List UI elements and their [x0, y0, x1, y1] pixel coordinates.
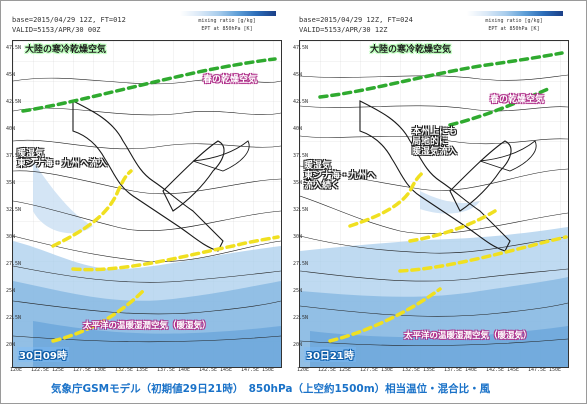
latitude-tick-label: 27.5N — [293, 261, 309, 267]
colorbar-gradient — [467, 11, 563, 16]
longitude-tick-label: 137.5E — [157, 367, 176, 373]
valid-time-text: VALID=5153/APR/30 00Z — [12, 26, 101, 34]
longitude-tick-label: 140E — [178, 367, 191, 373]
latitude-tick-label: 35N — [6, 180, 16, 186]
colorbar-title: mixing ratio [g/kg] — [198, 18, 256, 24]
label-warm-moist-inflow: 暖湿気 東シナ海・九州へ流入 — [17, 149, 108, 169]
longitude-tick-label: 130E — [381, 367, 394, 373]
longitude-tick-label: 142.5E — [486, 367, 505, 373]
latitude-tick-label: 25N — [6, 288, 16, 294]
latitude-tick-label: 32.5N — [6, 207, 22, 213]
weather-map: 大陸の寒冷乾燥空気 春の乾燥空気 暖湿気 東シナ海・九州へ流入 太平洋の温暖湿潤… — [12, 40, 282, 368]
label-honshu-local-inflow: 本州上にも 局地的に 暖湿気流入 — [412, 127, 458, 157]
colorbar: mixing ratio [g/kg] EPT at 850hPa [K] — [459, 9, 569, 35]
latitude-tick-label: 45N — [293, 72, 303, 78]
label-continental-cold-dry-air: 大陸の寒冷乾燥空気 — [25, 45, 107, 55]
base-time-text: base=2015/04/29 12Z, FT=012 — [12, 16, 126, 24]
label-spring-dry-air: 春の乾燥空気 — [203, 75, 258, 85]
label-warm-moist-inflow: 暖湿気 東シナ海・九州へ 流入続く — [304, 161, 377, 191]
figure-caption: 気象庁GSMモデル（初期値29日21時） 850hPa（上空約1500m）相当温… — [51, 383, 491, 395]
longitude-tick-label: 140E — [465, 367, 478, 373]
panel-header: base=2015/04/29 12Z, FT=012 VALID=5153/A… — [6, 7, 284, 39]
latitude-tick-label: 42.5N — [293, 99, 309, 105]
longitude-tick-label: 120E — [297, 367, 310, 373]
longitude-tick-label: 132.5E — [115, 367, 134, 373]
panel-header: base=2015/04/29 12Z, FT=024 VALID=5153/A… — [293, 7, 571, 39]
latitude-tick-label: 40N — [6, 126, 16, 132]
longitude-tick-label: 150E — [549, 367, 562, 373]
longitude-tick-label: 150E — [262, 367, 275, 373]
longitude-tick-label: 147.5E — [241, 367, 260, 373]
longitude-tick-label: 122.5E — [318, 367, 337, 373]
latitude-tick-label: 37.5N — [293, 153, 309, 159]
colorbar-subtitle: EPT at 850hPa [K] — [488, 26, 540, 32]
latitude-tick-label: 30N — [293, 234, 303, 240]
map-graphic — [300, 41, 568, 367]
longitude-tick-label: 137.5E — [444, 367, 463, 373]
forecast-time-label: 30日21時 — [304, 347, 356, 362]
longitude-tick-label: 132.5E — [402, 367, 421, 373]
label-spring-dry-air: 春の乾燥空気 — [490, 95, 545, 105]
latitude-tick-label: 45N — [6, 72, 16, 78]
label-pacific-warm-moist-air: 太平洋の温暖湿潤空気（暖湿気） — [83, 321, 211, 331]
map-panel-ft024: base=2015/04/29 12Z, FT=024 VALID=5153/A… — [293, 7, 571, 375]
latitude-tick-label: 32.5N — [293, 207, 309, 213]
latitude-tick-label: 27.5N — [6, 261, 22, 267]
latitude-tick-label: 20N — [6, 342, 16, 348]
latitude-tick-label: 22.5N — [293, 315, 309, 321]
forecast-time-label: 30日09時 — [17, 347, 69, 362]
valid-time-text: VALID=5153/APR/30 12Z — [299, 26, 388, 34]
label-continental-cold-dry-air: 大陸の寒冷乾燥空気 — [370, 45, 452, 55]
colorbar-gradient — [180, 11, 276, 16]
longitude-tick-label: 130E — [94, 367, 107, 373]
latitude-tick-label: 47.5N — [293, 45, 309, 51]
longitude-tick-label: 122.5E — [31, 367, 50, 373]
longitude-tick-label: 147.5E — [528, 367, 547, 373]
latitude-tick-label: 20N — [293, 342, 303, 348]
longitude-tick-label: 142.5E — [199, 367, 218, 373]
colorbar-subtitle: EPT at 850hPa [K] — [201, 26, 253, 32]
map-panel-ft012: base=2015/04/29 12Z, FT=012 VALID=5153/A… — [6, 7, 284, 375]
label-pacific-warm-moist-air: 太平洋の温暖湿潤空気（暖湿気） — [404, 331, 532, 341]
latitude-tick-label: 42.5N — [6, 99, 22, 105]
longitude-tick-label: 120E — [10, 367, 23, 373]
longitude-tick-label: 135E — [136, 367, 149, 373]
longitude-tick-label: 125E — [339, 367, 352, 373]
longitude-tick-label: 145E — [507, 367, 520, 373]
latitude-tick-label: 40N — [293, 126, 303, 132]
colorbar: mixing ratio [g/kg] EPT at 850hPa [K] — [172, 9, 282, 35]
longitude-tick-label: 125E — [52, 367, 65, 373]
map-graphic — [13, 41, 281, 367]
longitude-tick-label: 145E — [220, 367, 233, 373]
latitude-tick-label: 30N — [6, 234, 16, 240]
colorbar-title: mixing ratio [g/kg] — [485, 18, 543, 24]
latitude-tick-label: 22.5N — [6, 315, 22, 321]
latitude-tick-label: 35N — [293, 180, 303, 186]
latitude-tick-label: 47.5N — [6, 45, 22, 51]
latitude-tick-label: 37.5N — [6, 153, 22, 159]
base-time-text: base=2015/04/29 12Z, FT=024 — [299, 16, 413, 24]
longitude-tick-label: 127.5E — [360, 367, 379, 373]
longitude-tick-label: 127.5E — [73, 367, 92, 373]
latitude-tick-label: 25N — [293, 288, 303, 294]
weather-map: 大陸の寒冷乾燥空気 春の乾燥空気 本州上にも 局地的に 暖湿気流入 暖湿気 東シ… — [299, 40, 569, 368]
longitude-tick-label: 135E — [423, 367, 436, 373]
